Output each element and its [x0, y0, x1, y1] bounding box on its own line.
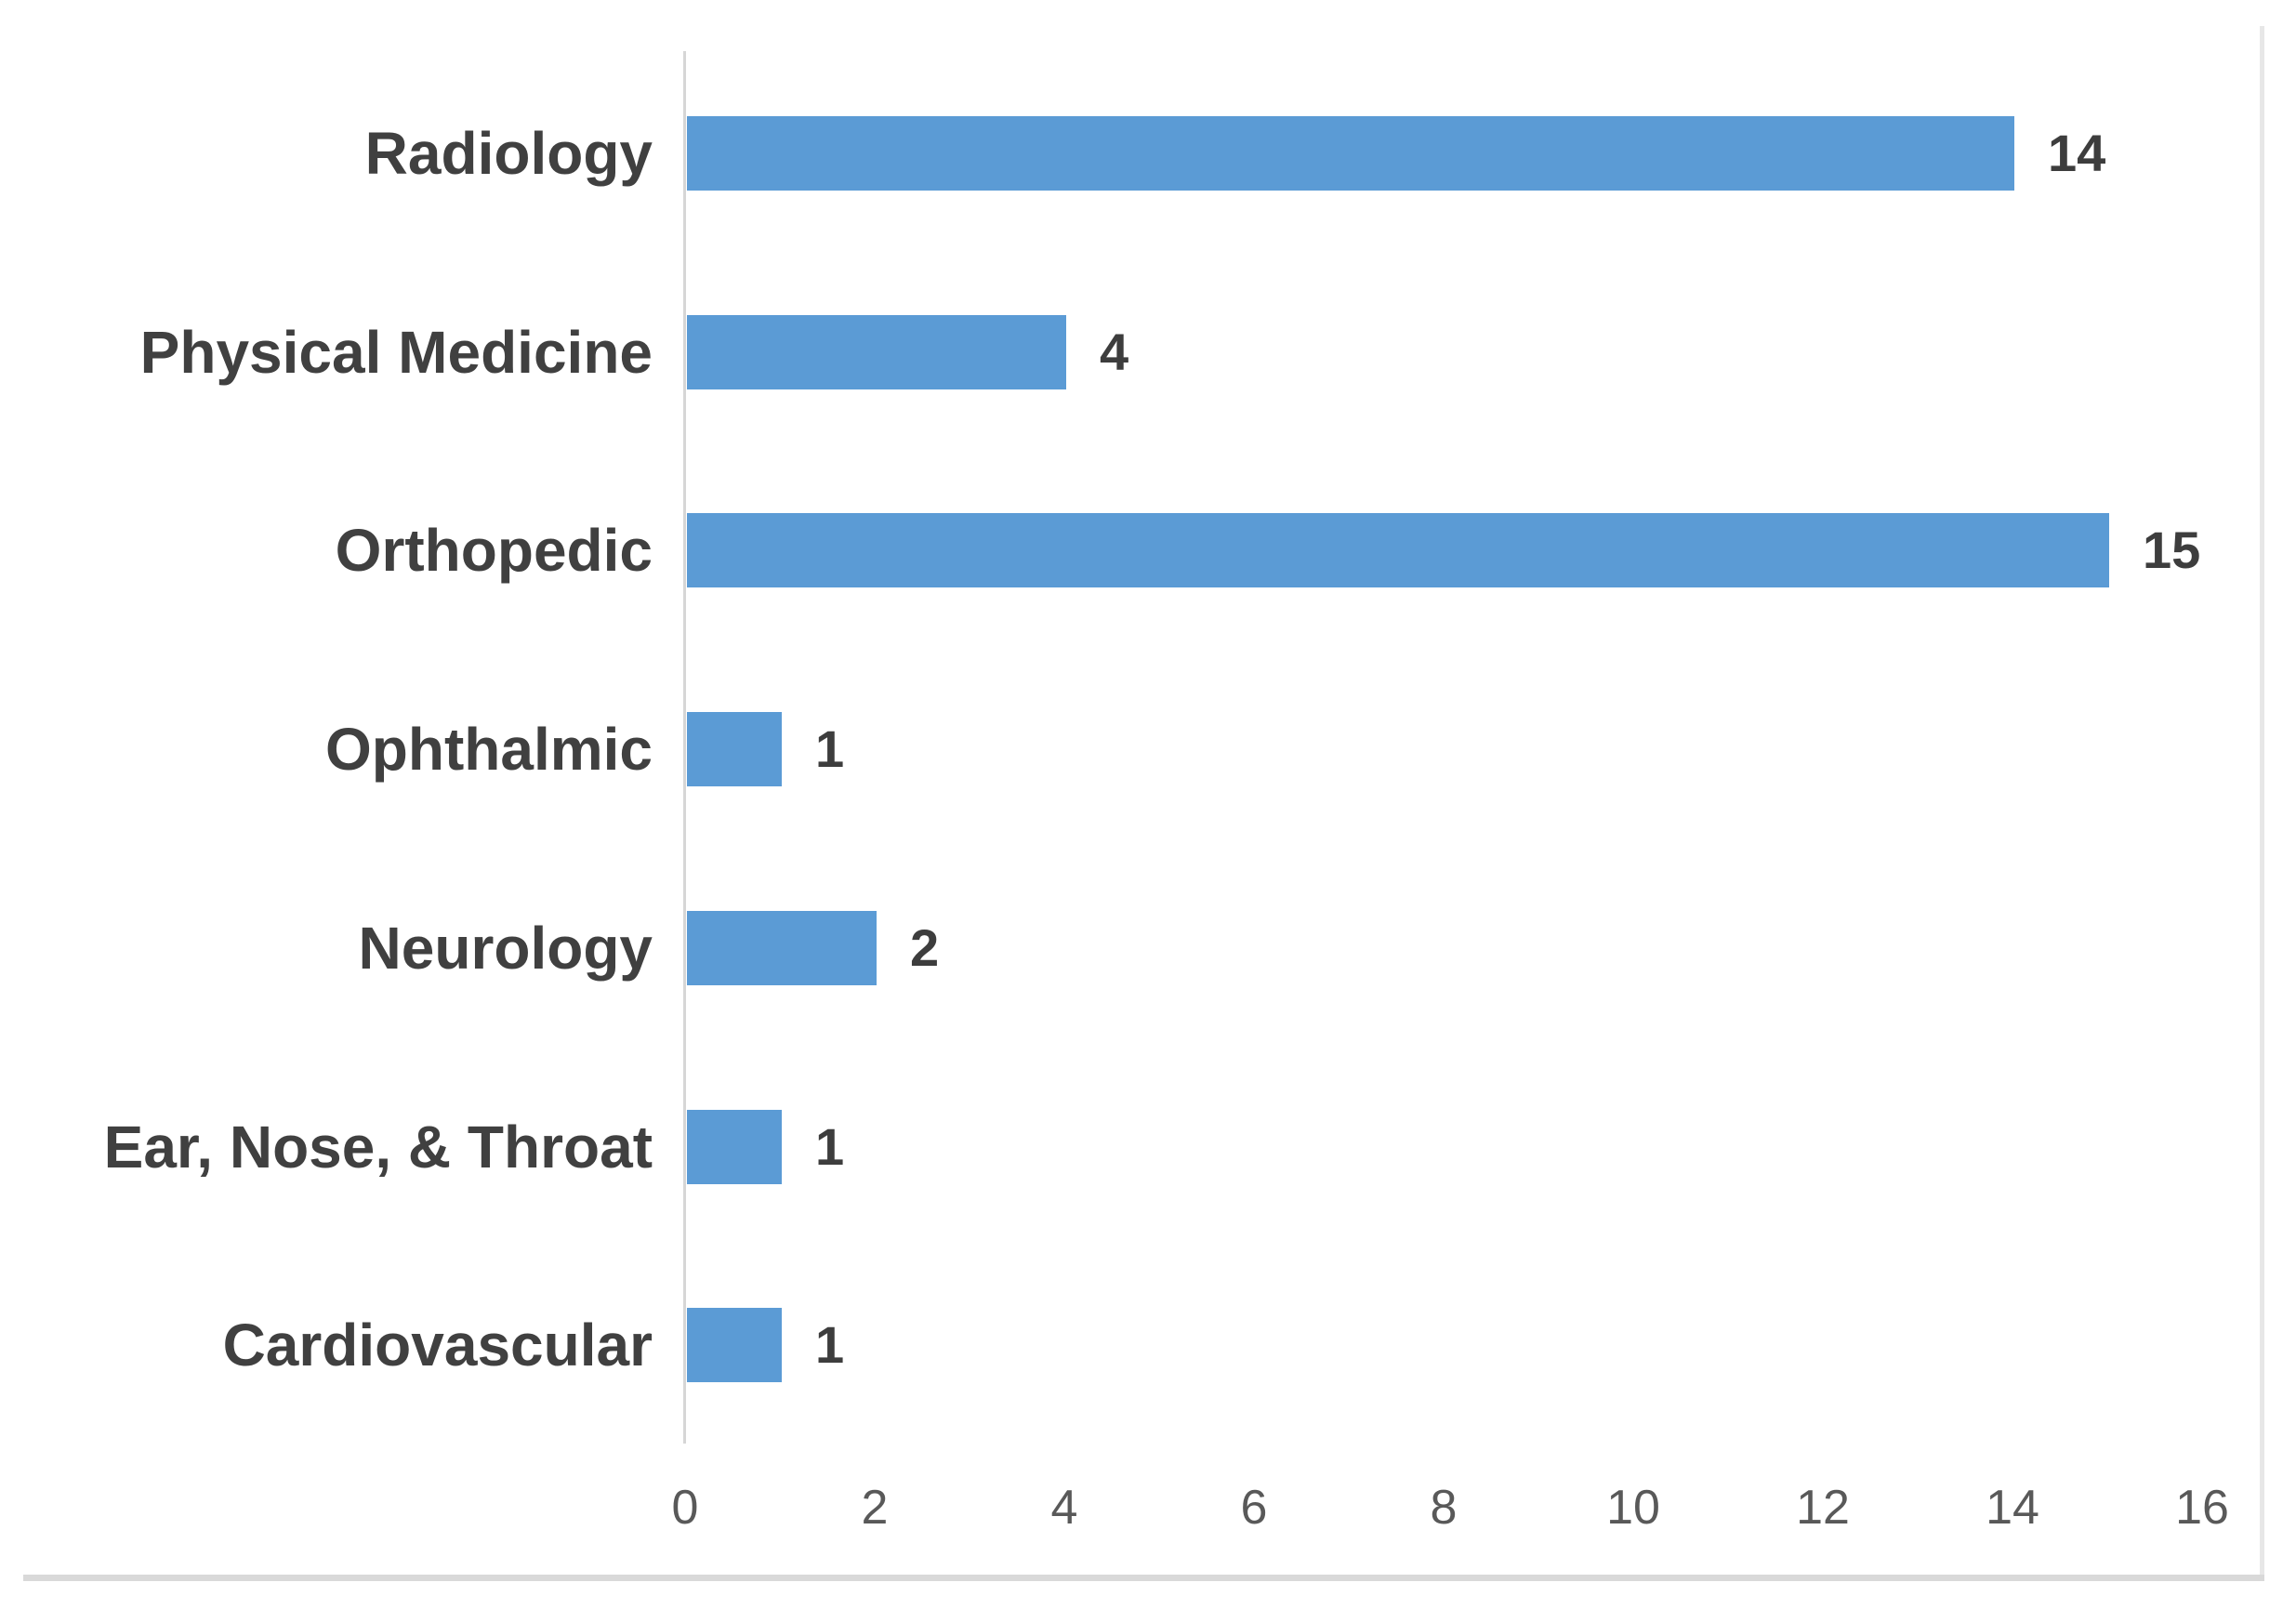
value-label: 4 [1100, 322, 1129, 381]
value-label: 1 [815, 1315, 845, 1375]
category-label: Radiology [364, 120, 653, 187]
value-label: 2 [910, 917, 940, 977]
category-label: Ear, Nose, & Throat [103, 1113, 653, 1180]
category-label: Cardiovascular [222, 1312, 653, 1379]
bar [687, 910, 877, 985]
x-axis-tick-label: 4 [1050, 1481, 1078, 1535]
bar [687, 116, 2014, 191]
x-axis-tick-label: 6 [1240, 1481, 1268, 1535]
x-axis-tick-label: 8 [1430, 1481, 1458, 1535]
bar [687, 513, 2109, 588]
category-label: Physical Medicine [139, 318, 653, 386]
x-axis-tick-label: 0 [671, 1481, 699, 1535]
figure-bottom-border [23, 1575, 2264, 1581]
category-label: Ophthalmic [324, 716, 653, 784]
x-axis-tick-label: 10 [1606, 1481, 1660, 1535]
value-label: 14 [2048, 124, 2106, 182]
x-axis-tick-label: 16 [2175, 1481, 2229, 1535]
figure-right-border [2260, 26, 2264, 1580]
x-axis-tick-label: 12 [1796, 1481, 1850, 1535]
value-label: 1 [815, 719, 845, 779]
category-label: Orthopedic [335, 517, 653, 585]
bar [687, 1308, 782, 1383]
y-axis-line [683, 51, 686, 1444]
value-label: 1 [815, 1116, 845, 1176]
bar [687, 1109, 782, 1184]
value-label: 15 [2143, 521, 2201, 580]
bar [687, 712, 782, 787]
x-axis-tick-label: 14 [1986, 1481, 2039, 1535]
bar [687, 314, 1066, 389]
x-axis-tick-label: 2 [861, 1481, 889, 1535]
category-label: Neurology [358, 914, 653, 982]
